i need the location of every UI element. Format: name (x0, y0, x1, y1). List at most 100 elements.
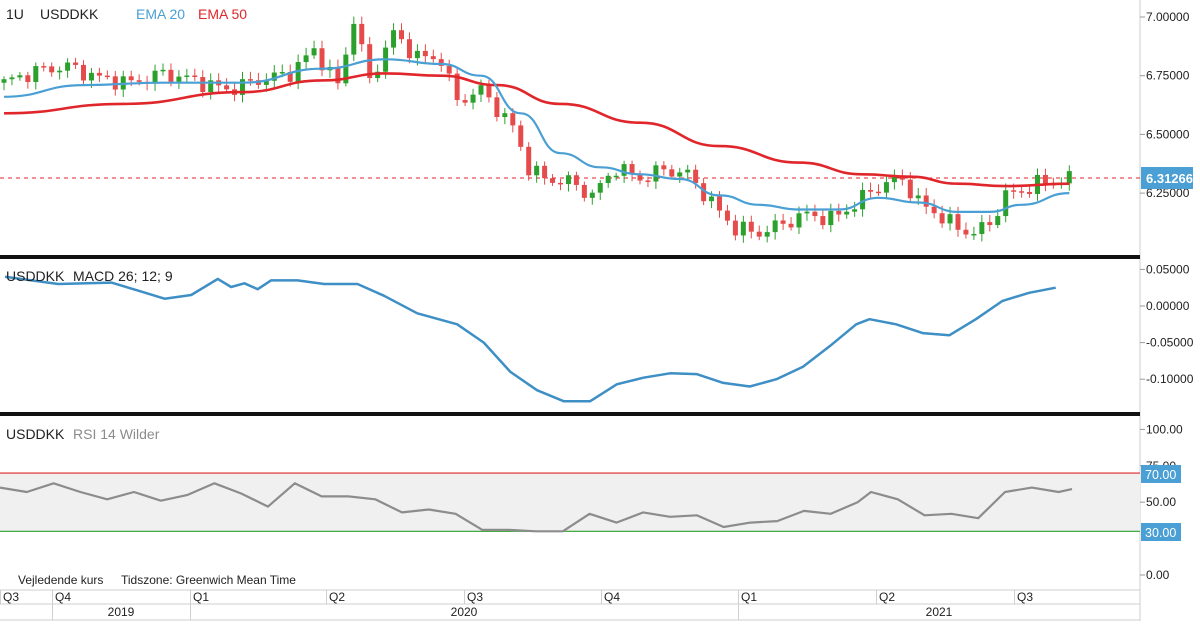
candle-body (526, 146, 532, 176)
candle-body (979, 222, 985, 234)
price-y-tick-label: 6.25000 (1146, 186, 1190, 200)
quarter-label: Q2 (329, 590, 345, 604)
macd-symbol-label: USDDKK (6, 268, 65, 284)
candle-body (748, 221, 754, 232)
candle-body (677, 172, 683, 177)
ema-20-line (3, 58, 1070, 214)
quarter-label: Q1 (193, 590, 209, 604)
price-y-tick-label: 7.00000 (1146, 10, 1190, 24)
candle-body (33, 66, 39, 83)
candle-body (637, 174, 643, 181)
candle-body (780, 220, 786, 224)
rsi-indicator-label: RSI 14 Wilder (73, 426, 160, 442)
year-labels: 2019 2020 2021 (52, 604, 953, 620)
ema-50-line (3, 72, 1070, 188)
macd-panel[interactable]: 0.05000 0.00000 -0.05000 -0.10000 USDDKK MA… (4, 262, 1194, 403)
candle-body (645, 180, 651, 183)
candle-body (971, 233, 977, 236)
quarter-label: Q3 (3, 590, 19, 604)
panel-divider-1[interactable] (0, 255, 1140, 259)
candle-body (303, 55, 309, 63)
candle-body (891, 177, 897, 183)
candle-body (947, 214, 953, 224)
candle-body (1, 79, 7, 83)
candle-body (271, 72, 277, 81)
candle-body (709, 196, 715, 202)
ema-20-legend: EMA 20 (136, 6, 185, 22)
interval-label: 1U (6, 6, 24, 22)
candle-body (1011, 190, 1017, 192)
candle-body (65, 62, 71, 71)
price-candles (1, 16, 1072, 243)
candle-body (9, 77, 15, 80)
candle-body (685, 169, 691, 173)
candle-body (486, 85, 492, 98)
candle-body (788, 223, 794, 228)
candle-body (240, 79, 245, 95)
candle-body (844, 211, 850, 215)
candle-body (160, 69, 166, 72)
candle-body (915, 195, 921, 199)
last-price-label: 6.31266 (1146, 171, 1193, 186)
candle-body (104, 75, 110, 78)
candle-body (17, 75, 23, 78)
candle-body (335, 66, 341, 84)
candle-body (756, 231, 762, 237)
candle-body (224, 85, 230, 90)
candle-body (764, 232, 770, 237)
candle-body (319, 48, 325, 71)
price-y-tick-label: 6.50000 (1146, 127, 1190, 141)
panel-divider-2[interactable] (0, 412, 1140, 416)
macd-y-tick-label: 0.00000 (1146, 299, 1190, 313)
candle-body (550, 178, 556, 183)
candle-body (589, 192, 595, 198)
rsi-y-tick-label: 100.00 (1146, 422, 1183, 436)
quarter-label: Q2 (879, 590, 895, 604)
macd-y-tick-label: 0.05000 (1146, 262, 1190, 276)
candle-body (192, 75, 198, 78)
candle-body (740, 221, 746, 236)
candle-body (343, 54, 349, 84)
price-y-axis: 7.00000 6.75000 6.50000 6.25000 (1140, 10, 1190, 200)
candle-body (573, 175, 579, 185)
candle-body (581, 184, 587, 198)
candle-body (287, 72, 293, 82)
candle-body (860, 190, 866, 210)
candle-body (518, 125, 524, 147)
candle-body (1042, 174, 1048, 184)
rsi-y-tick-label: 0.00 (1146, 568, 1170, 582)
candle-body (717, 196, 722, 211)
candle-body (836, 210, 842, 215)
candle-body (963, 229, 969, 235)
candle-body (883, 182, 889, 193)
footer-timezone: Tidszone: Greenwich Mean Time (121, 573, 296, 587)
time-axis[interactable]: Q3 Q4 Q1 Q2 Q3 Q4 Q1 Q2 Q3 2019 2020 2021 (0, 589, 1140, 621)
year-label: 2019 (108, 605, 135, 619)
candle-body (391, 30, 397, 48)
rsi-y-tick-label: 50.00 (1146, 495, 1176, 509)
symbol-label: USDDKK (40, 6, 99, 22)
candle-body (502, 113, 508, 117)
candle-body (184, 75, 190, 77)
candle-body (414, 50, 420, 59)
candle-body (41, 66, 47, 68)
candle-body (208, 80, 214, 93)
macd-indicator-label: MACD 26; 12; 9 (73, 268, 173, 284)
quarter-label: Q1 (741, 590, 757, 604)
candle-body (25, 75, 31, 83)
candle-body (693, 169, 699, 184)
candle-body (81, 64, 86, 81)
candle-body (868, 190, 874, 192)
candle-body (462, 100, 468, 103)
candle-body (565, 175, 571, 185)
candle-body (454, 73, 460, 101)
ema-50-legend: EMA 50 (198, 6, 247, 22)
candle-body (931, 206, 937, 214)
rsi-lower-band-label: 30.00 (1145, 526, 1176, 540)
candle-body (605, 175, 611, 184)
